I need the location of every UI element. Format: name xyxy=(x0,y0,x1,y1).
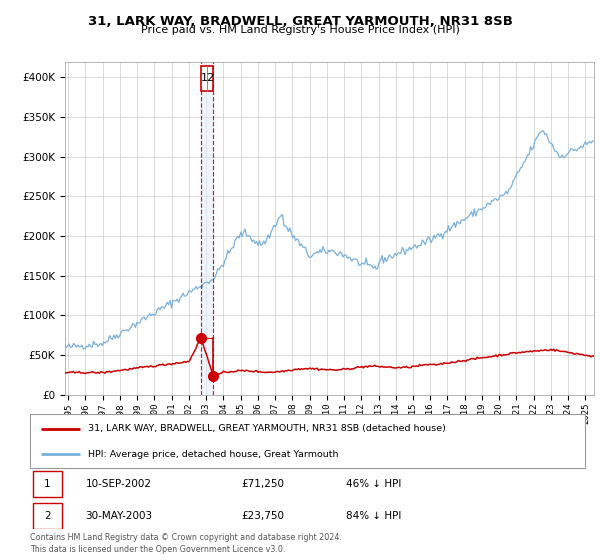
Text: 2: 2 xyxy=(206,73,214,83)
Text: Price paid vs. HM Land Registry's House Price Index (HPI): Price paid vs. HM Land Registry's House … xyxy=(140,25,460,35)
Text: Contains HM Land Registry data © Crown copyright and database right 2024.
This d: Contains HM Land Registry data © Crown c… xyxy=(30,533,342,554)
Bar xyxy=(201,62,213,395)
Text: HPI: Average price, detached house, Great Yarmouth: HPI: Average price, detached house, Grea… xyxy=(88,450,339,459)
Text: 1: 1 xyxy=(200,73,208,83)
Text: 30-MAY-2003: 30-MAY-2003 xyxy=(86,511,152,521)
Text: 46% ↓ HPI: 46% ↓ HPI xyxy=(346,479,402,489)
FancyBboxPatch shape xyxy=(30,414,585,468)
Text: £23,750: £23,750 xyxy=(241,511,284,521)
Text: 31, LARK WAY, BRADWELL, GREAT YARMOUTH, NR31 8SB: 31, LARK WAY, BRADWELL, GREAT YARMOUTH, … xyxy=(88,15,512,27)
Text: 84% ↓ HPI: 84% ↓ HPI xyxy=(346,511,402,521)
Text: 1: 1 xyxy=(44,479,50,489)
Text: 2: 2 xyxy=(44,511,50,521)
Text: £71,250: £71,250 xyxy=(241,479,284,489)
FancyBboxPatch shape xyxy=(201,66,213,91)
Text: 10-SEP-2002: 10-SEP-2002 xyxy=(86,479,151,489)
FancyBboxPatch shape xyxy=(33,471,62,497)
FancyBboxPatch shape xyxy=(33,503,62,529)
Text: 31, LARK WAY, BRADWELL, GREAT YARMOUTH, NR31 8SB (detached house): 31, LARK WAY, BRADWELL, GREAT YARMOUTH, … xyxy=(88,424,446,433)
